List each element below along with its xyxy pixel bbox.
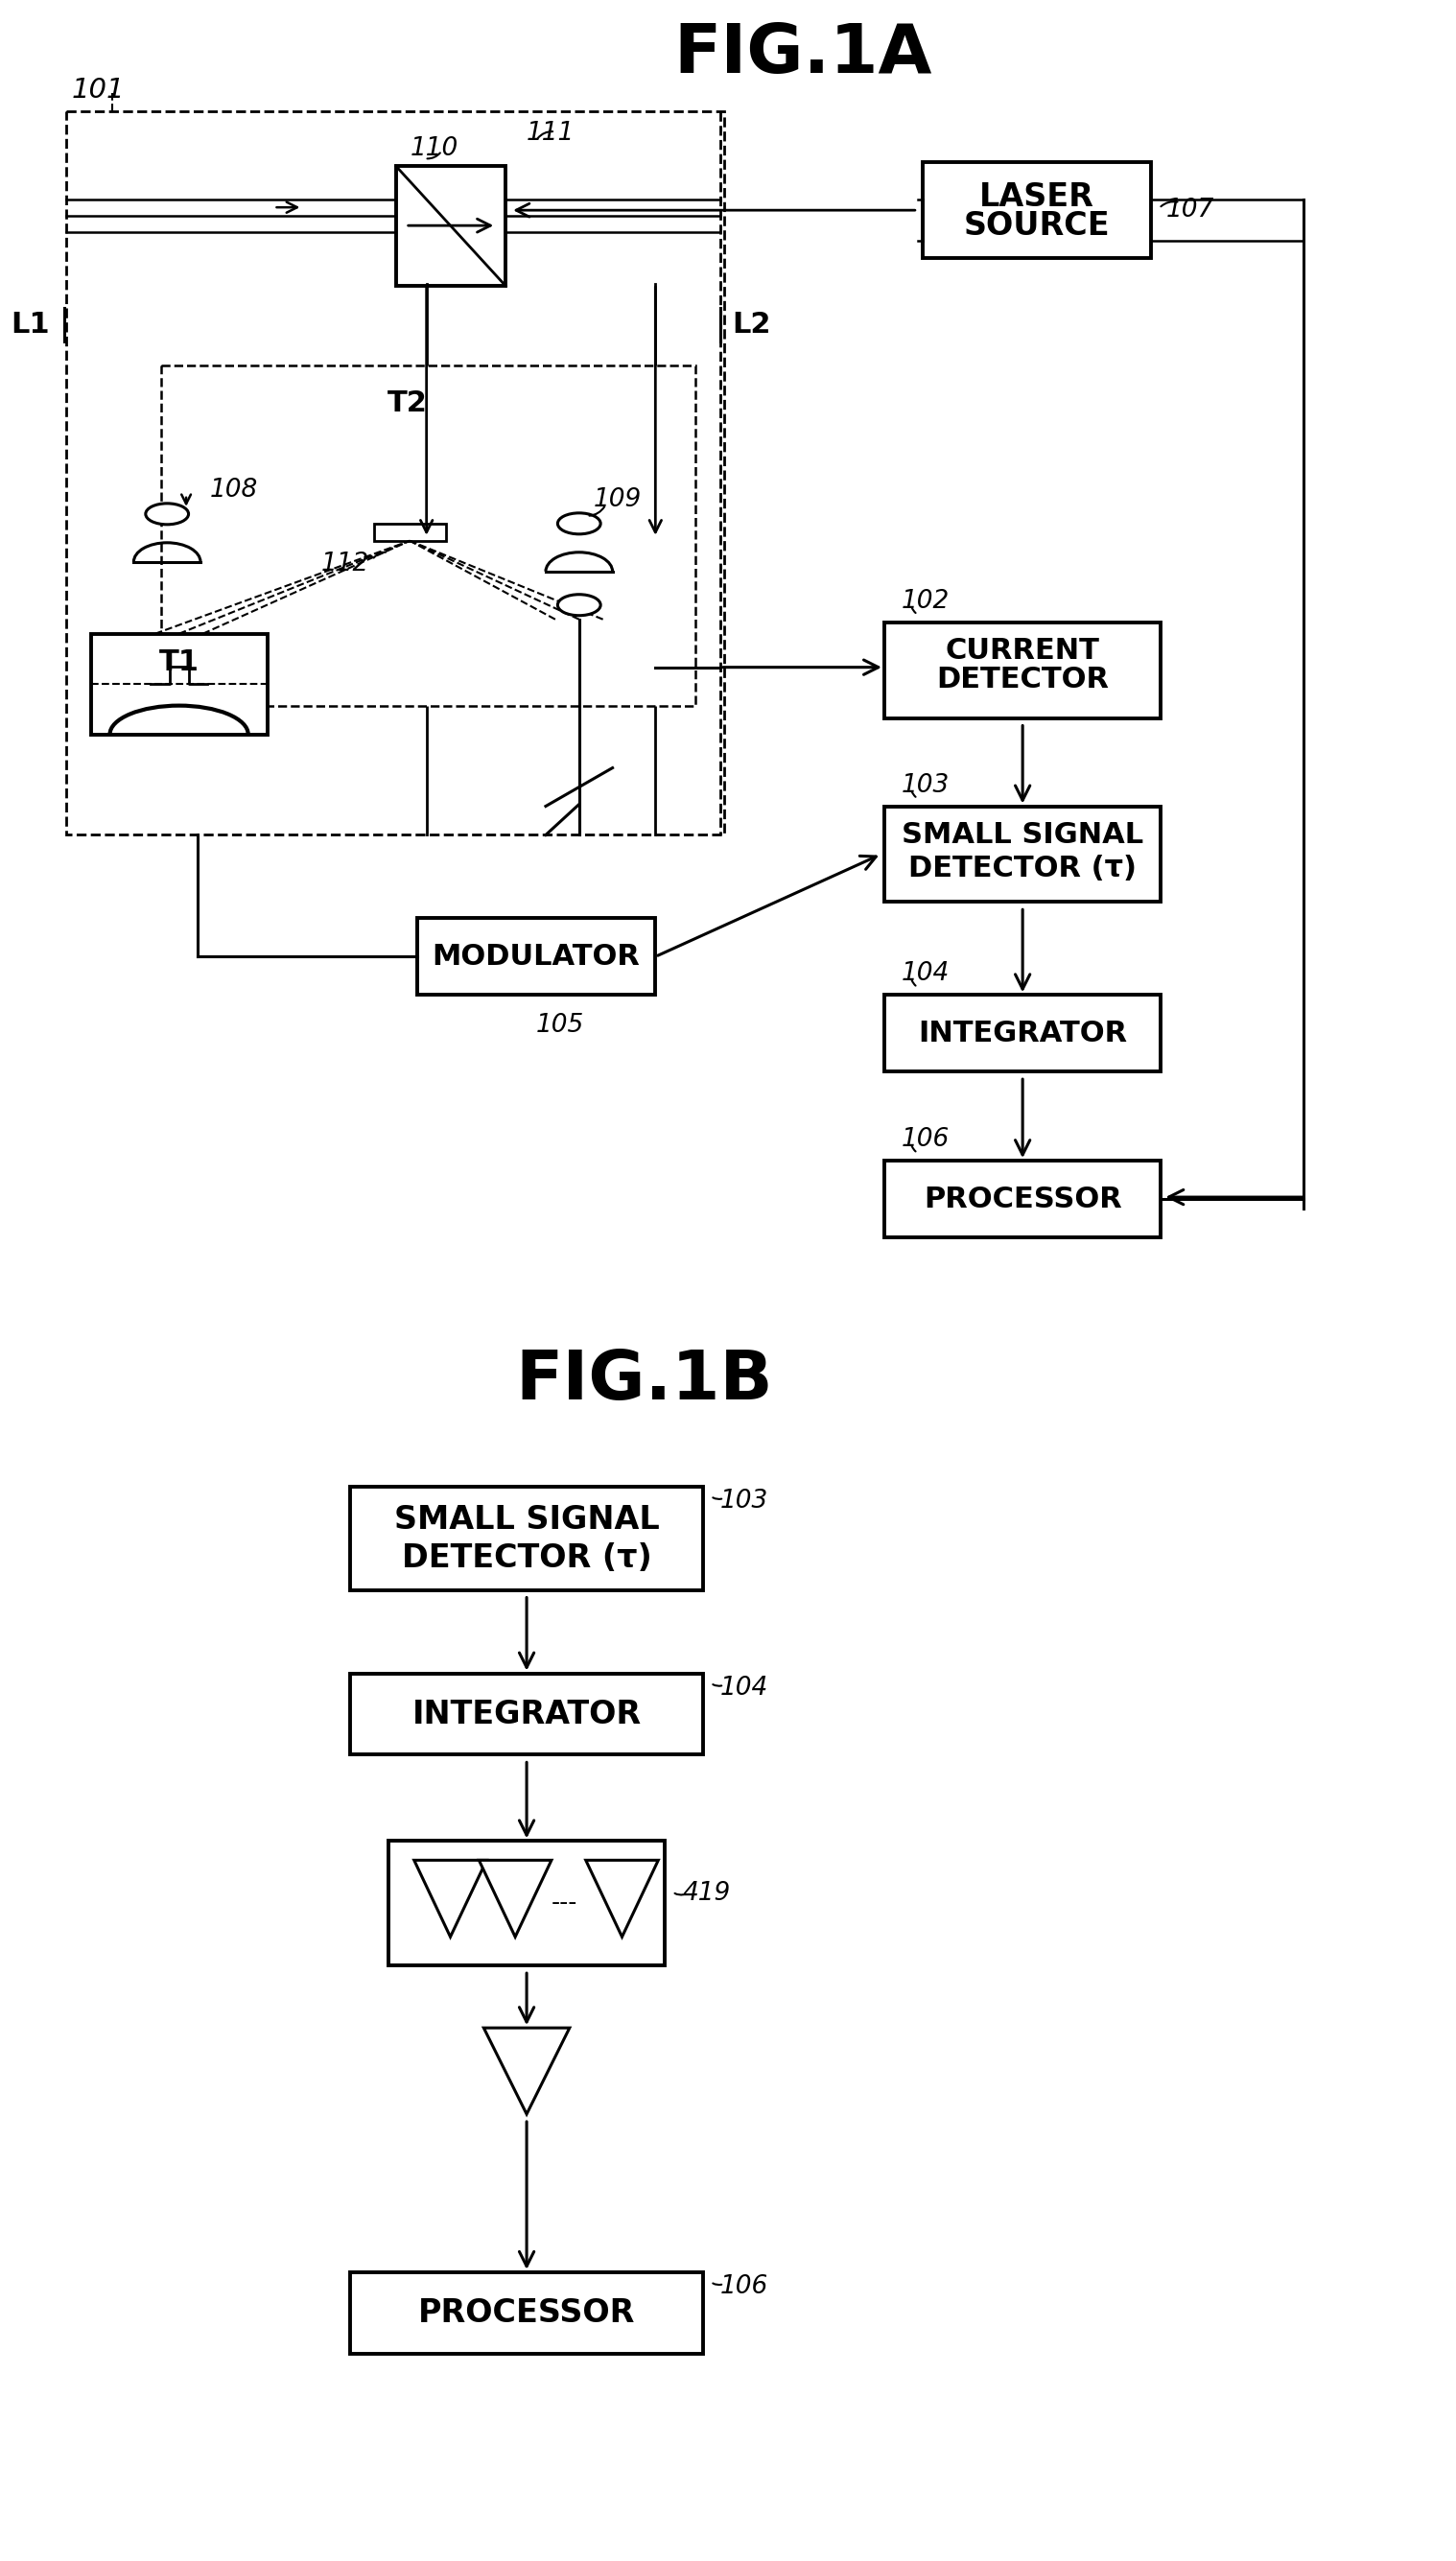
Text: FIG.1B: FIG.1B	[515, 1347, 773, 1414]
Bar	[162, 366, 696, 707]
Bar	[396, 166, 505, 287]
Text: 106: 106	[721, 2274, 769, 2300]
Text: SMALL SIGNAL: SMALL SIGNAL	[901, 822, 1143, 848]
Bar	[884, 996, 1160, 1070]
Text: CURRENT: CURRENT	[945, 638, 1099, 666]
Bar	[923, 161, 1152, 259]
Polygon shape	[479, 1859, 552, 1936]
Text: T2: T2	[387, 389, 428, 417]
Polygon shape	[483, 2028, 569, 2115]
Text: 106: 106	[901, 1127, 949, 1152]
Text: 105: 105	[536, 1014, 584, 1037]
Text: 104: 104	[901, 960, 949, 986]
Text: INTEGRATOR: INTEGRATOR	[412, 1698, 641, 1729]
Bar	[351, 2272, 703, 2354]
Text: L2: L2	[732, 310, 770, 338]
Bar	[351, 1672, 703, 1754]
Ellipse shape	[146, 505, 188, 525]
Ellipse shape	[558, 512, 600, 535]
Polygon shape	[585, 1859, 658, 1936]
Text: 102: 102	[901, 589, 949, 615]
Text: LASER: LASER	[980, 182, 1095, 213]
Bar	[389, 1841, 665, 1967]
Bar	[884, 1160, 1160, 1237]
Text: DETECTOR: DETECTOR	[936, 666, 1109, 694]
Bar	[884, 807, 1160, 901]
Text: DETECTOR (τ): DETECTOR (τ)	[402, 1542, 652, 1575]
Text: 101: 101	[71, 77, 125, 105]
Text: SOURCE: SOURCE	[964, 210, 1109, 241]
Text: MODULATOR: MODULATOR	[432, 942, 641, 971]
Text: INTEGRATOR: INTEGRATOR	[917, 1019, 1127, 1047]
Text: PROCESSOR: PROCESSOR	[923, 1186, 1121, 1214]
Text: 112: 112	[322, 551, 370, 576]
Ellipse shape	[558, 594, 600, 615]
Polygon shape	[414, 1859, 486, 1936]
Text: T1: T1	[159, 648, 199, 676]
Text: 110: 110	[411, 136, 459, 161]
Bar	[351, 1485, 703, 1590]
Text: 103: 103	[721, 1488, 769, 1514]
Text: FIG.1A: FIG.1A	[674, 20, 932, 87]
Text: 108: 108	[210, 476, 258, 502]
Text: PROCESSOR: PROCESSOR	[418, 2297, 635, 2328]
Text: SMALL SIGNAL: SMALL SIGNAL	[395, 1503, 660, 1537]
Bar	[66, 113, 724, 835]
Text: 107: 107	[1166, 197, 1214, 223]
Text: 104: 104	[721, 1675, 769, 1701]
Bar	[374, 522, 446, 540]
Text: 109: 109	[594, 487, 642, 512]
Bar	[884, 622, 1160, 717]
Text: 419: 419	[681, 1882, 731, 1905]
Text: ---: ---	[552, 1893, 578, 1916]
Bar	[90, 633, 268, 735]
Text: DETECTOR (τ): DETECTOR (τ)	[909, 855, 1137, 884]
Text: L1: L1	[10, 310, 50, 338]
Bar	[416, 919, 655, 996]
Text: 103: 103	[901, 773, 949, 796]
Text: 111: 111	[527, 120, 575, 146]
